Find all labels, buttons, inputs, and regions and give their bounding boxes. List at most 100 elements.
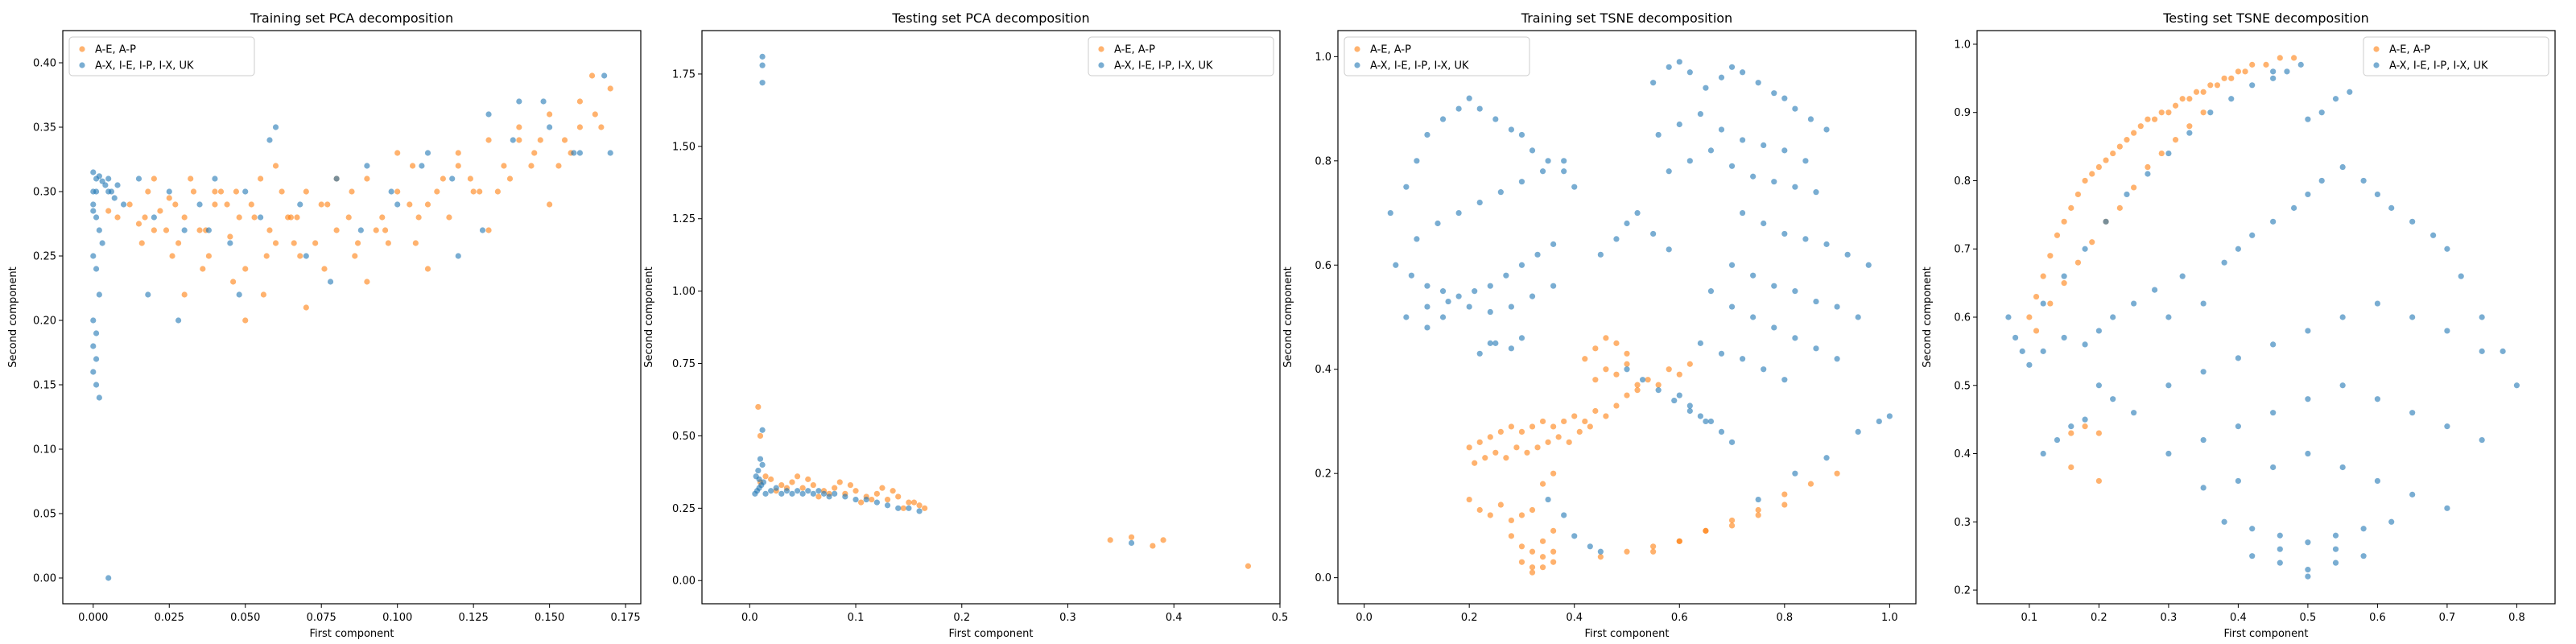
x-tick-label: 0.2 bbox=[2091, 612, 2107, 624]
data-point bbox=[1686, 158, 1693, 164]
data-point bbox=[90, 208, 97, 214]
data-point bbox=[230, 279, 237, 285]
y-tick-label: 1.0 bbox=[1315, 52, 1331, 64]
x-tick-label: 0.4 bbox=[1166, 612, 1183, 624]
chart-title: Testing set PCA decomposition bbox=[891, 10, 1089, 26]
data-point bbox=[607, 150, 613, 156]
data-point bbox=[1634, 209, 1641, 217]
data-point bbox=[1834, 470, 1840, 477]
data-point bbox=[1855, 314, 1861, 320]
data-point bbox=[1792, 335, 1798, 341]
y-tick-label: 0.30 bbox=[33, 187, 56, 199]
series-1 bbox=[1466, 335, 1840, 576]
data-point bbox=[135, 221, 142, 227]
data-point bbox=[455, 150, 461, 156]
data-point bbox=[2040, 348, 2046, 354]
data-point bbox=[90, 201, 97, 208]
data-point bbox=[2005, 314, 2012, 320]
data-point bbox=[419, 163, 425, 169]
data-point bbox=[327, 279, 334, 285]
series-2 bbox=[1387, 59, 1893, 555]
data-point bbox=[1472, 460, 1478, 466]
data-point bbox=[1707, 418, 1715, 425]
data-point bbox=[2249, 526, 2256, 532]
data-point bbox=[2145, 163, 2151, 171]
data-point bbox=[2033, 328, 2040, 334]
data-point bbox=[789, 479, 795, 485]
data-point bbox=[842, 493, 848, 500]
data-point bbox=[2158, 109, 2165, 116]
data-point bbox=[1823, 126, 1830, 133]
x-tick-label: 0.075 bbox=[307, 612, 336, 624]
data-point bbox=[1435, 220, 1441, 227]
data-point bbox=[96, 291, 102, 298]
data-point bbox=[166, 188, 172, 195]
data-point bbox=[2270, 218, 2277, 225]
data-point bbox=[2214, 82, 2221, 89]
data-point bbox=[789, 490, 795, 497]
legend-marker bbox=[2373, 62, 2380, 68]
data-point bbox=[1476, 105, 1483, 112]
chart-panel-2: 0.0 0.1 0.2 0.3 0.4 0.5 0.00 0.25 0.50 0.75 1.00 1.… bbox=[643, 10, 1288, 640]
data-point bbox=[1513, 444, 1520, 451]
x-tick-label: 0.000 bbox=[78, 612, 108, 624]
data-point bbox=[352, 253, 358, 259]
data-point bbox=[2305, 573, 2311, 580]
data-point bbox=[224, 201, 230, 208]
x-tick-label: 0.6 bbox=[1671, 612, 1688, 624]
data-point bbox=[2458, 273, 2464, 279]
data-point bbox=[266, 227, 273, 233]
data-point bbox=[1387, 209, 1393, 217]
data-point bbox=[1728, 163, 1736, 169]
data-point bbox=[576, 98, 584, 105]
data-point bbox=[1624, 361, 1630, 367]
data-point bbox=[1802, 158, 1809, 164]
data-point bbox=[1697, 340, 1703, 346]
data-point bbox=[1703, 418, 1709, 425]
data-point bbox=[1107, 537, 1113, 543]
data-point bbox=[2095, 430, 2102, 436]
data-point bbox=[318, 201, 324, 208]
data-point bbox=[126, 201, 133, 208]
data-point bbox=[1582, 356, 1588, 362]
data-point bbox=[1550, 241, 1557, 247]
data-point bbox=[1508, 345, 1514, 352]
data-point bbox=[412, 240, 419, 246]
data-point bbox=[869, 496, 875, 503]
data-point bbox=[1718, 428, 1725, 436]
data-point bbox=[212, 188, 218, 195]
x-axis-label: First component bbox=[948, 628, 1033, 640]
data-point bbox=[114, 182, 121, 188]
data-point bbox=[2388, 518, 2395, 525]
data-point bbox=[2444, 505, 2450, 511]
data-point bbox=[2172, 102, 2179, 109]
data-point bbox=[1634, 382, 1641, 388]
data-point bbox=[1740, 137, 1746, 143]
data-point bbox=[1855, 428, 1861, 436]
x-tick-label: 0.8 bbox=[1776, 612, 1793, 624]
data-point bbox=[2444, 246, 2450, 252]
legend-label: A-E, A-P bbox=[95, 44, 136, 56]
data-point bbox=[768, 488, 774, 494]
data-point bbox=[501, 163, 507, 169]
data-point bbox=[1466, 303, 1472, 310]
data-point bbox=[227, 233, 233, 240]
legend-label: A-X, I-E, I-P, I-X, UK bbox=[95, 60, 194, 72]
data-point bbox=[1761, 142, 1767, 148]
data-point bbox=[1792, 105, 1798, 112]
data-point bbox=[2082, 177, 2088, 184]
data-point bbox=[394, 188, 401, 195]
legend-marker bbox=[2373, 46, 2380, 52]
data-point bbox=[1403, 184, 1410, 190]
data-point bbox=[291, 240, 297, 246]
data-point bbox=[1439, 314, 1447, 320]
chart-title: Training set TSNE decomposition bbox=[1521, 10, 1732, 26]
data-point bbox=[1728, 439, 1736, 445]
plot-area bbox=[62, 30, 642, 605]
data-point bbox=[169, 253, 175, 259]
x-tick-label: 0.175 bbox=[610, 612, 640, 624]
y-tick-label: 0.8 bbox=[1954, 175, 1971, 188]
data-point bbox=[96, 173, 102, 180]
data-point bbox=[248, 201, 254, 208]
data-point bbox=[2479, 348, 2485, 354]
